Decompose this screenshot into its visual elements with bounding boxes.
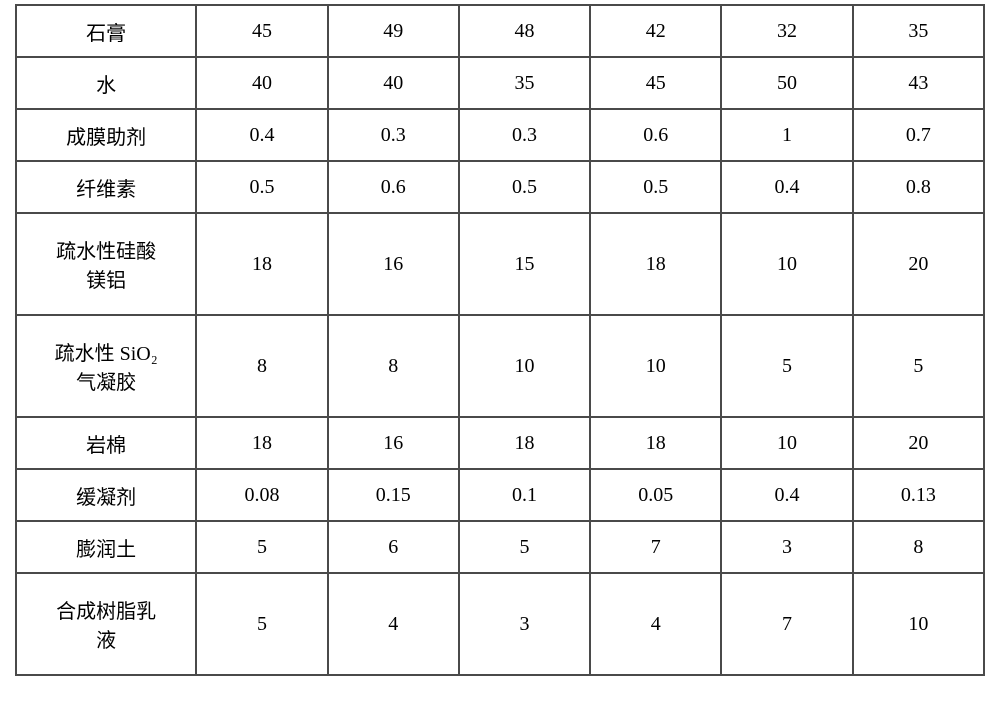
- data-cell: 0.4: [196, 109, 327, 161]
- table-row: 岩棉181618181020: [16, 417, 984, 469]
- data-cell: 8: [196, 315, 327, 417]
- data-cell: 35: [853, 5, 984, 57]
- data-cell: 48: [459, 5, 590, 57]
- data-cell: 10: [853, 573, 984, 675]
- data-cell: 0.1: [459, 469, 590, 521]
- table-row: 疏水性硅酸镁铝181615181020: [16, 213, 984, 315]
- data-cell: 42: [590, 5, 721, 57]
- data-cell: 4: [328, 573, 459, 675]
- data-cell: 0.7: [853, 109, 984, 161]
- data-cell: 0.08: [196, 469, 327, 521]
- data-cell: 50: [721, 57, 852, 109]
- table-row: 疏水性 SiO₂气凝胶88101055: [16, 315, 984, 417]
- data-cell: 40: [328, 57, 459, 109]
- table-row: 石膏454948423235: [16, 5, 984, 57]
- data-cell: 18: [459, 417, 590, 469]
- data-cell: 40: [196, 57, 327, 109]
- data-cell: 0.4: [721, 469, 852, 521]
- data-cell: 0.6: [590, 109, 721, 161]
- data-cell: 7: [590, 521, 721, 573]
- data-cell: 4: [590, 573, 721, 675]
- table-body: 石膏454948423235水404035455043成膜助剂0.40.30.3…: [16, 5, 984, 675]
- data-cell: 0.15: [328, 469, 459, 521]
- table-row: 膨润土565738: [16, 521, 984, 573]
- row-label: 缓凝剂: [16, 469, 196, 521]
- data-cell: 5: [853, 315, 984, 417]
- composition-table: 石膏454948423235水404035455043成膜助剂0.40.30.3…: [15, 4, 985, 676]
- data-cell: 3: [721, 521, 852, 573]
- table-row: 合成树脂乳液5434710: [16, 573, 984, 675]
- data-cell: 20: [853, 417, 984, 469]
- data-cell: 10: [459, 315, 590, 417]
- data-cell: 0.3: [328, 109, 459, 161]
- data-cell: 32: [721, 5, 852, 57]
- data-cell: 10: [721, 417, 852, 469]
- data-cell: 5: [196, 573, 327, 675]
- data-cell: 0.8: [853, 161, 984, 213]
- data-cell: 0.3: [459, 109, 590, 161]
- data-cell: 45: [590, 57, 721, 109]
- data-cell: 0.05: [590, 469, 721, 521]
- data-cell: 5: [721, 315, 852, 417]
- row-label: 成膜助剂: [16, 109, 196, 161]
- data-cell: 49: [328, 5, 459, 57]
- row-label: 膨润土: [16, 521, 196, 573]
- row-label: 合成树脂乳液: [16, 573, 196, 675]
- data-cell: 5: [459, 521, 590, 573]
- data-cell: 0.5: [459, 161, 590, 213]
- row-label: 水: [16, 57, 196, 109]
- data-cell: 0.5: [590, 161, 721, 213]
- data-cell: 3: [459, 573, 590, 675]
- table-container: 石膏454948423235水404035455043成膜助剂0.40.30.3…: [0, 4, 1000, 710]
- row-label: 疏水性 SiO₂气凝胶: [16, 315, 196, 417]
- data-cell: 0.6: [328, 161, 459, 213]
- table-row: 成膜助剂0.40.30.30.610.7: [16, 109, 984, 161]
- data-cell: 18: [590, 417, 721, 469]
- data-cell: 0.13: [853, 469, 984, 521]
- data-cell: 16: [328, 417, 459, 469]
- row-label: 纤维素: [16, 161, 196, 213]
- data-cell: 15: [459, 213, 590, 315]
- table-row: 缓凝剂0.080.150.10.050.40.13: [16, 469, 984, 521]
- data-cell: 8: [853, 521, 984, 573]
- data-cell: 16: [328, 213, 459, 315]
- data-cell: 20: [853, 213, 984, 315]
- data-cell: 6: [328, 521, 459, 573]
- data-cell: 45: [196, 5, 327, 57]
- row-label: 石膏: [16, 5, 196, 57]
- data-cell: 0.5: [196, 161, 327, 213]
- data-cell: 0.4: [721, 161, 852, 213]
- table-row: 纤维素0.50.60.50.50.40.8: [16, 161, 984, 213]
- row-label: 疏水性硅酸镁铝: [16, 213, 196, 315]
- data-cell: 18: [590, 213, 721, 315]
- data-cell: 1: [721, 109, 852, 161]
- data-cell: 18: [196, 213, 327, 315]
- data-cell: 18: [196, 417, 327, 469]
- data-cell: 7: [721, 573, 852, 675]
- data-cell: 10: [721, 213, 852, 315]
- table-row: 水404035455043: [16, 57, 984, 109]
- data-cell: 35: [459, 57, 590, 109]
- row-label: 岩棉: [16, 417, 196, 469]
- data-cell: 8: [328, 315, 459, 417]
- data-cell: 43: [853, 57, 984, 109]
- data-cell: 5: [196, 521, 327, 573]
- data-cell: 10: [590, 315, 721, 417]
